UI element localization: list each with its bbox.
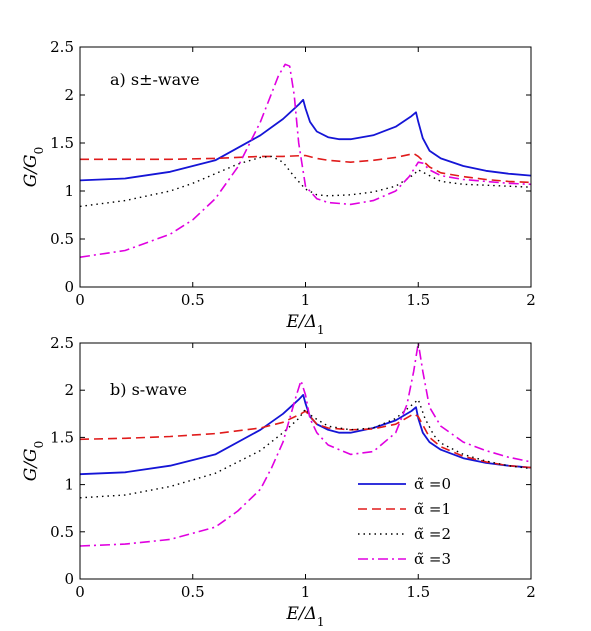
legend-entry-3: α̃ =3 <box>414 550 451 568</box>
x-tick-label: 0.5 <box>181 583 205 601</box>
plot-frame <box>79 342 532 580</box>
panel-annotation: b) s-wave <box>110 380 187 399</box>
x-tick-label: 1 <box>301 291 311 309</box>
x-tick-label: 1 <box>301 583 311 601</box>
y-tick-label: 1 <box>64 476 74 494</box>
legend-entry-0: α̃ =0 <box>414 475 451 493</box>
series-group <box>80 343 531 547</box>
y-tick-label: 0 <box>64 570 74 588</box>
series-line-0 <box>80 98 531 182</box>
y-tick-label: 2 <box>64 381 74 399</box>
y-tick-label: 1.5 <box>50 428 74 446</box>
x-tick-label: 0 <box>75 583 85 601</box>
x-axis-label: E/Δ1 <box>285 604 324 629</box>
x-axis-label: E/Δ1 <box>285 312 324 337</box>
y-tick-label: 0.5 <box>50 523 74 541</box>
x-tick-label: 1.5 <box>406 291 430 309</box>
series-line-1 <box>80 152 531 184</box>
y-tick-label: 2.5 <box>50 334 74 352</box>
legend-entry-2: α̃ =2 <box>414 525 451 543</box>
series-line-3 <box>80 343 531 547</box>
y-tick-label: 2 <box>64 86 74 104</box>
series-line-0 <box>80 393 531 476</box>
x-tick-label: 2 <box>526 583 536 601</box>
series-line-1 <box>80 410 531 469</box>
y-tick-label: 0.5 <box>50 230 74 248</box>
legend-entry-1: α̃ =1 <box>414 500 451 518</box>
series-line-3 <box>80 63 531 258</box>
x-tick-label: 0.5 <box>181 291 205 309</box>
y-tick-label: 1.5 <box>50 134 74 152</box>
series-line-2 <box>80 398 531 499</box>
x-tick-label: 1.5 <box>406 583 430 601</box>
y-axis-label: G/G0 <box>21 441 46 482</box>
chart-panel-a: 0 0.5 1 1.5 2 0 0.5 1 1.5 2 2.5 E/Δ1 G/G0 a) s±-wave <box>21 38 536 337</box>
y-tick-label: 1 <box>64 182 74 200</box>
x-tick-label: 0 <box>75 291 85 309</box>
y-tick-label: 0 <box>64 278 74 296</box>
y-axis-label: G/G0 <box>21 147 46 188</box>
legend: α̃ =0 α̃ =1 α̃ =2 α̃ =3 <box>358 475 451 568</box>
series-line-2 <box>80 155 531 208</box>
series-group <box>80 63 531 258</box>
y-tick-label: 2.5 <box>50 38 74 56</box>
x-tick-label: 2 <box>526 291 536 309</box>
chart-panel-b: 0 0.5 1 1.5 2 0 0.5 1 1.5 2 2.5 E/Δ1 G/G0 b) s-wave <box>21 334 536 629</box>
panel-annotation: a) s±-wave <box>110 70 200 89</box>
